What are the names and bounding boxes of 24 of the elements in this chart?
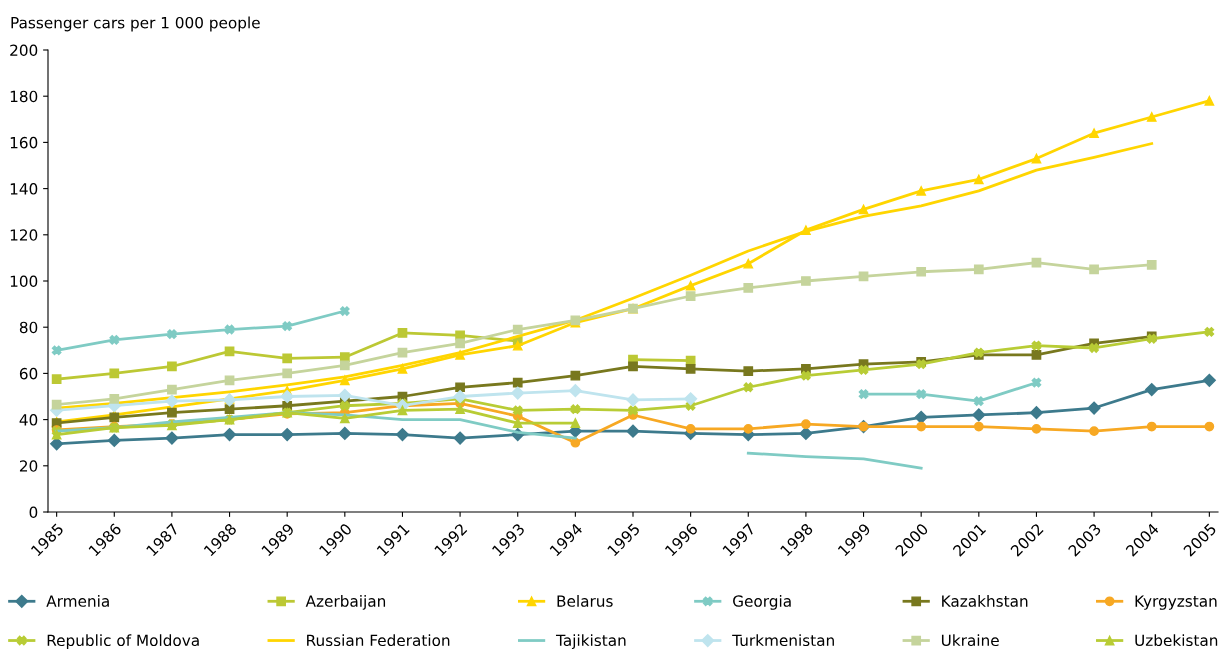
y-tick-label: 180 xyxy=(10,90,38,103)
legend-label: Uzbekistan xyxy=(1135,634,1218,647)
legend-label: Turkmenistan xyxy=(732,634,834,647)
legend-label: Kyrgyzstan xyxy=(1135,595,1217,610)
y-tick-label: 100 xyxy=(10,275,38,288)
legend-label: Belarus xyxy=(557,595,613,607)
y-tick-label: 40 xyxy=(19,414,38,426)
y-tick-label: 120 xyxy=(10,229,38,241)
y-tick-label: 0 xyxy=(29,506,38,519)
legend-label: Kazakhstan xyxy=(942,595,1028,607)
legend-label: Tajikistan xyxy=(555,634,626,650)
y-tick-label: 140 xyxy=(10,183,38,195)
y-tick-label: 20 xyxy=(19,460,38,472)
y-tick-label: 200 xyxy=(10,44,38,57)
legend-label: Armenia xyxy=(46,595,109,607)
y-tick-label: 80 xyxy=(19,321,38,334)
legend-label: Republic of Moldova xyxy=(47,634,199,650)
legend-label: Azerbaijan xyxy=(305,595,386,610)
y-tick-label: 60 xyxy=(19,367,38,380)
legend-label: Georgia xyxy=(733,595,791,610)
y-tick-label: 160 xyxy=(10,136,38,149)
legend-label: Russian Federation xyxy=(307,634,450,647)
legend-label: Ukraine xyxy=(941,634,999,647)
y-axis-title: Passenger cars per 1 000 people xyxy=(11,16,260,32)
